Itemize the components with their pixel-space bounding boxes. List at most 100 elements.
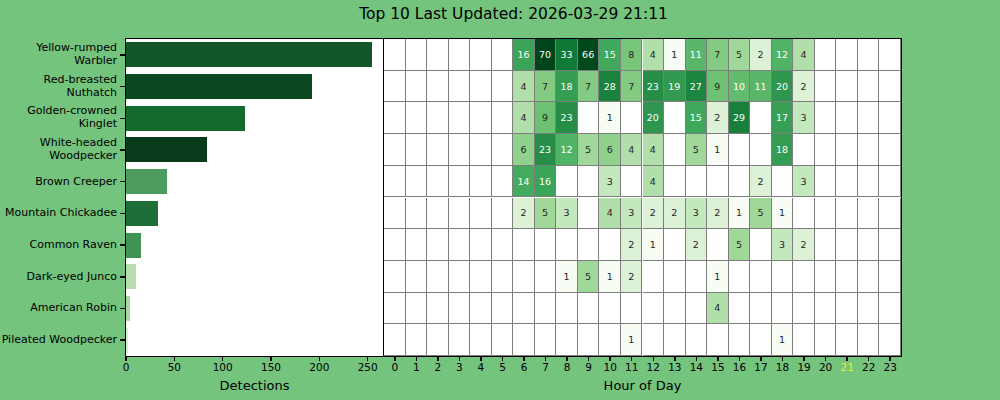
heatmap-cell: 2 <box>750 166 772 198</box>
heatmap-cell <box>492 102 514 134</box>
heatmap-cell <box>470 229 492 261</box>
heatmap-cell <box>406 293 428 325</box>
hour-tick-label: 23 <box>875 361 905 373</box>
heatmap-cell: 2 <box>707 102 729 134</box>
heatmap-cell <box>492 324 514 356</box>
heatmap-cell: 23 <box>643 71 665 103</box>
heatmap-cell <box>621 102 643 134</box>
heatmap-cell <box>836 102 858 134</box>
heatmap-cell <box>427 198 449 230</box>
heatmap-cell: 23 <box>535 134 557 166</box>
heatmap-cell <box>836 39 858 71</box>
heatmap-cell <box>686 324 708 356</box>
heatmap-cell <box>406 134 428 166</box>
heatmap-cell: 5 <box>729 39 751 71</box>
heatmap-cell: 20 <box>643 102 665 134</box>
heatmap-cell <box>427 71 449 103</box>
heatmap-cell <box>858 39 880 71</box>
heatmap-cell: 5 <box>535 198 557 230</box>
heatmap-cell <box>470 261 492 293</box>
heatmap-cell <box>449 71 471 103</box>
heatmap-cell: 5 <box>578 261 600 293</box>
heatmap-cell: 5 <box>729 229 751 261</box>
heatmap-cell <box>470 102 492 134</box>
heatmap-cell <box>449 102 471 134</box>
heatmap-cell <box>599 293 621 325</box>
heatmap-cell <box>815 293 837 325</box>
heatmap-cell <box>729 134 751 166</box>
heatmap-cell: 5 <box>578 134 600 166</box>
heatmap-cell <box>815 324 837 356</box>
heatmap-cell <box>449 229 471 261</box>
heatmap-cell: 17 <box>772 102 794 134</box>
heatmap-cell: 16 <box>535 166 557 198</box>
heatmap-cell: 3 <box>793 166 815 198</box>
heatmap-cell <box>384 229 406 261</box>
heatmap-cell <box>686 166 708 198</box>
heatmap-cell <box>858 198 880 230</box>
heatmap-cell <box>836 134 858 166</box>
heatmap-cell <box>492 71 514 103</box>
y-tick-mark <box>120 86 125 88</box>
heatmap-cell <box>427 293 449 325</box>
heatmap-cell: 3 <box>686 198 708 230</box>
heatmap-cell <box>492 229 514 261</box>
heatmap-cell: 12 <box>772 39 794 71</box>
heatmap-cell <box>470 324 492 356</box>
heatmap-cell <box>793 293 815 325</box>
heatmap-cell: 4 <box>513 102 535 134</box>
heatmap-cell: 70 <box>535 39 557 71</box>
heatmap-cell <box>427 229 449 261</box>
heatmap-cell: 3 <box>556 198 578 230</box>
heatmap-cell: 14 <box>513 166 535 198</box>
heatmap-cell: 16 <box>513 39 535 71</box>
heatmap-cell <box>470 198 492 230</box>
heatmap-cell <box>643 261 665 293</box>
heatmap-cell <box>750 102 772 134</box>
heatmap-cell <box>858 102 880 134</box>
heatmap-cell: 2 <box>664 198 686 230</box>
detection-bar <box>126 42 372 67</box>
heatmap-cell <box>384 261 406 293</box>
heatmap-cell: 1 <box>599 102 621 134</box>
heatmap-cell <box>470 39 492 71</box>
heatmap-cell <box>578 293 600 325</box>
heatmap-cell <box>492 134 514 166</box>
heatmap-cell: 1 <box>664 39 686 71</box>
heatmap-cell <box>406 229 428 261</box>
y-tick-mark <box>120 149 125 151</box>
heatmap-cell <box>449 166 471 198</box>
heatmap-cell: 23 <box>556 102 578 134</box>
heatmap-cell <box>729 324 751 356</box>
heatmap-cell <box>879 293 901 325</box>
heatmap-cell <box>384 324 406 356</box>
heatmap-cell: 2 <box>621 229 643 261</box>
y-tick-mark <box>120 339 125 341</box>
detection-bar <box>126 74 312 99</box>
heatmap-cell <box>578 229 600 261</box>
heatmap-cell: 1 <box>772 198 794 230</box>
heatmap-cell: 6 <box>513 134 535 166</box>
heatmap-cell <box>406 198 428 230</box>
heatmap-cell <box>858 261 880 293</box>
detection-bar <box>126 106 245 131</box>
heatmap-cell <box>513 261 535 293</box>
heatmap-cell: 4 <box>643 134 665 166</box>
heatmap-cell <box>513 293 535 325</box>
heatmap-cell <box>793 324 815 356</box>
heatmap-cell <box>772 261 794 293</box>
heatmap-cell <box>384 134 406 166</box>
heatmap-cell: 3 <box>621 198 643 230</box>
species-label: Yellow-rumped Warbler <box>0 42 117 68</box>
heatmap-cell <box>858 229 880 261</box>
heatmap-cell: 15 <box>599 39 621 71</box>
heatmap-cell <box>664 324 686 356</box>
heatmap-cell <box>556 324 578 356</box>
heatmap-cell <box>858 324 880 356</box>
heatmap-cell <box>815 166 837 198</box>
heatmap-cell: 2 <box>793 71 815 103</box>
heatmap-cell <box>449 134 471 166</box>
daily-detections-figure: Top 10 Last Updated: 2026-03-29 21:11 16… <box>0 0 1000 400</box>
heatmap-cell <box>427 261 449 293</box>
heatmap-cell: 3 <box>793 102 815 134</box>
